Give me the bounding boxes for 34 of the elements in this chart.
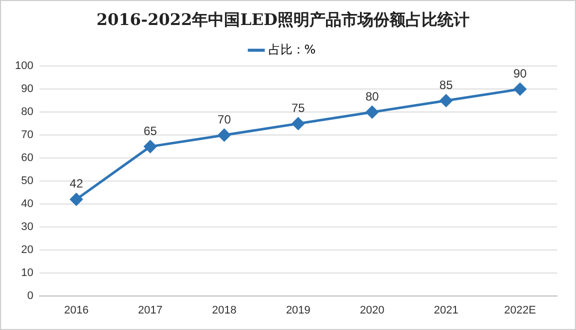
data-label: 85 <box>439 78 454 92</box>
x-tick-label: 2022E <box>504 304 536 316</box>
y-tick-label: 70 <box>21 129 34 142</box>
point <box>440 94 452 107</box>
data-label: 80 <box>365 89 380 104</box>
x-tick-label: 2019 <box>286 304 310 316</box>
point <box>70 193 83 206</box>
data-label: 90 <box>513 66 528 80</box>
y-tick-label: 20 <box>21 244 34 256</box>
y-tick-label: 100 <box>14 60 34 72</box>
point <box>366 106 378 118</box>
point <box>218 128 230 142</box>
y-tick-label: 0 <box>27 290 34 302</box>
data-label: 42 <box>70 176 84 191</box>
y-tick-label: 40 <box>21 198 34 210</box>
point <box>292 117 304 130</box>
y-tick-label: 30 <box>21 220 34 233</box>
x-tick-label: 2021 <box>434 304 458 316</box>
x-tick-label: 2016 <box>64 304 89 316</box>
point <box>144 140 157 153</box>
legend-label: 占比：% <box>268 42 316 56</box>
data-label: 65 <box>144 124 158 138</box>
y-tick-label: 80 <box>21 106 34 118</box>
x-tick-label: 2018 <box>212 304 236 316</box>
y-tick-label: 90 <box>21 83 34 96</box>
point <box>514 82 526 96</box>
x-tick-label: 2020 <box>360 304 384 316</box>
data-label: 70 <box>218 112 232 126</box>
y-tick-label: 50 <box>21 175 34 188</box>
y-tick-label: 10 <box>21 266 34 279</box>
chart-title: 2016-2022年中国LED照明产品市场份额占比统计 <box>96 10 470 29</box>
x-tick-label: 2017 <box>138 304 163 316</box>
data-label: 75 <box>291 100 306 115</box>
y-tick-label: 60 <box>21 152 34 164</box>
